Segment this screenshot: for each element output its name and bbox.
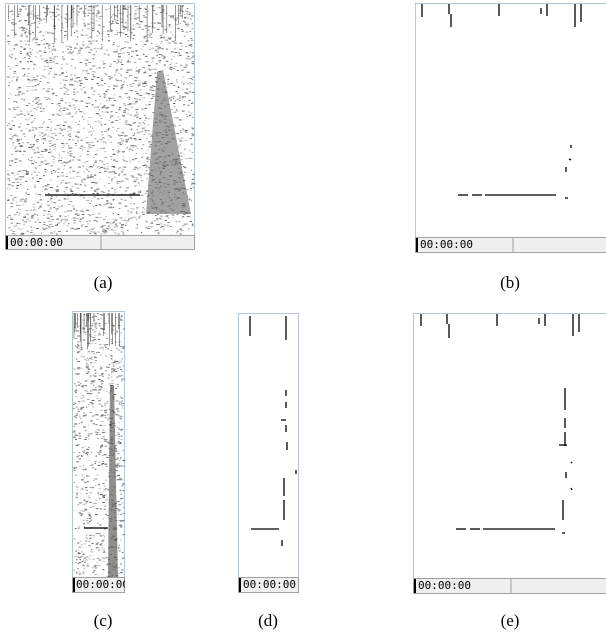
timestamp: 00:00:00: [243, 578, 296, 591]
caption: (d): [258, 611, 278, 630]
panel-d: 00:00:00: [239, 314, 299, 593]
timestamp: 00:00:00: [76, 578, 129, 591]
caption: (c): [94, 611, 113, 630]
spectrogram-frame: [239, 314, 299, 593]
caption: (e): [501, 611, 520, 630]
panel-a: 00:00:00: [6, 4, 196, 250]
panel-e: 00:00:00: [414, 314, 606, 594]
timestamp: 00:00:00: [10, 236, 63, 249]
caption: (a): [94, 273, 113, 292]
spectrogram-frame: [414, 314, 606, 594]
timestamp: 00:00:00: [420, 238, 473, 251]
timestamp: 00:00:00: [418, 579, 471, 592]
spectrogram-frame: [416, 4, 606, 253]
panel-b: 00:00:00: [416, 4, 606, 253]
caption: (b): [500, 273, 520, 292]
panel-c: 00:00:00: [73, 312, 129, 593]
